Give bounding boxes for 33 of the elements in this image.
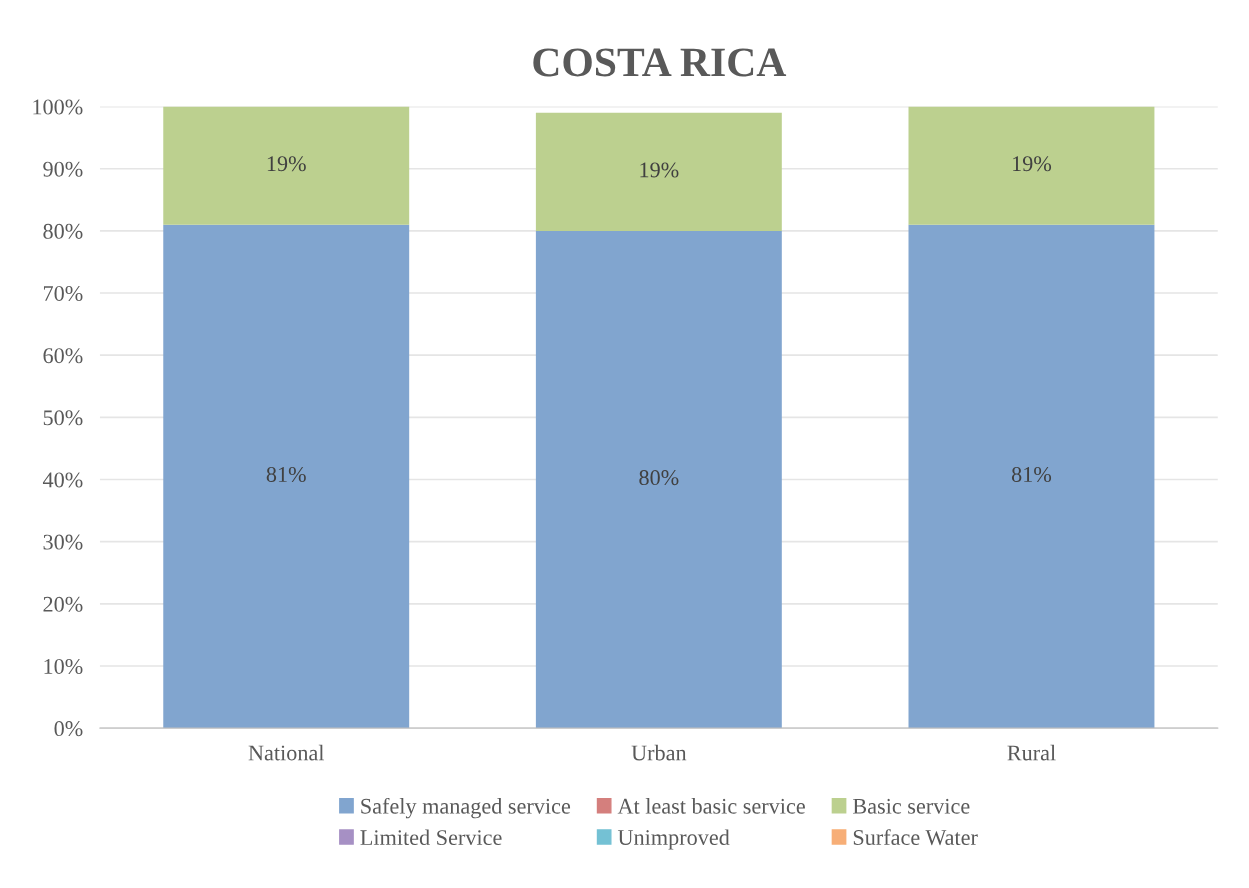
bar [163,106,410,225]
bar [535,230,782,729]
legend-label: Safely managed service [361,797,571,819]
y-tick-label: 0% [54,721,83,737]
bar [163,224,410,729]
x-tick-label: Urban [631,744,687,761]
y-tick-label: 30% [43,534,83,550]
legend-label: At least basic service [617,798,805,814]
bar [908,224,1155,729]
y-tick-label: 50% [43,410,83,426]
data-label: 80% [639,470,679,486]
data-label: 81% [1011,466,1052,483]
legend-label: Unimproved [617,829,730,850]
data-label: 81% [266,466,306,483]
y-tick-label: 100% [33,99,83,115]
bar [908,106,1155,225]
legend-label: Basic service [853,798,970,814]
y-tick-label: 70% [43,285,83,302]
y-tick-label: 40% [42,472,83,488]
y-tick-label: 80% [43,223,83,239]
y-tick-label: 10% [44,658,83,674]
bar [535,112,782,231]
chart-title: COSTA RICA [533,48,787,77]
y-tick-label: 20% [43,596,83,612]
y-tick-label: 90% [43,161,83,177]
data-label: 19% [1013,156,1052,172]
y-tick-label: 60% [43,348,83,364]
data-label: 19% [640,162,679,178]
legend-label: Surface Water [853,829,978,846]
x-tick-label: National [248,744,325,761]
data-label: 19% [267,156,306,172]
x-tick-label: Rural [1007,744,1056,761]
legend-label: Limited Service [360,829,502,846]
